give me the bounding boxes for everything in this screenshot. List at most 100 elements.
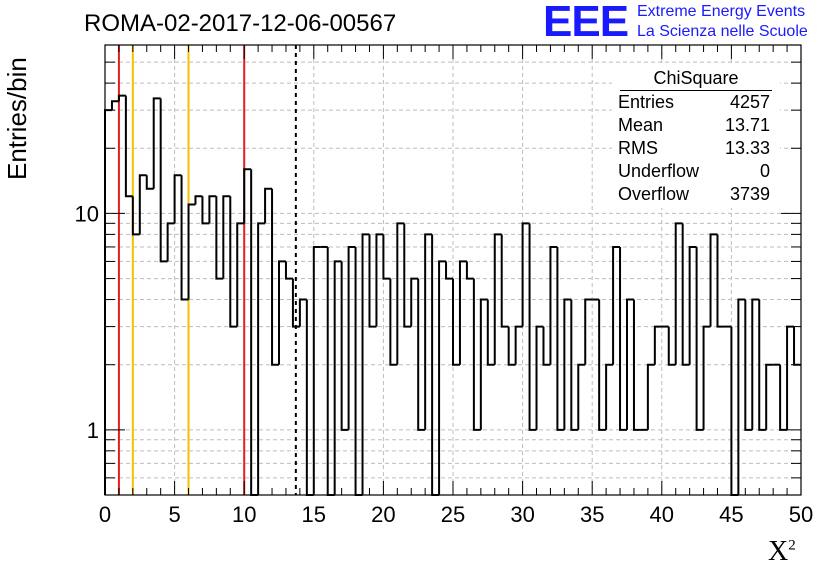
stats-key: Entries	[618, 92, 675, 112]
histogram-bin	[312, 245, 321, 495]
stats-title: ChiSquare	[653, 68, 739, 88]
stats-box: ChiSquare Entries 4257 Mean 13.71 RMS 13…	[612, 66, 780, 208]
histogram-bin	[570, 299, 579, 431]
histogram-bin	[110, 100, 119, 111]
histogram-bin	[278, 260, 286, 365]
histogram-bin	[250, 169, 259, 496]
histogram-bin	[361, 233, 370, 495]
x-tick-label: 25	[441, 502, 465, 527]
histogram-bin	[173, 174, 182, 224]
stats-row-rms: RMS 13.33	[618, 138, 770, 161]
stats-value: 0	[759, 161, 770, 181]
histogram-bin	[667, 326, 676, 366]
histogram-bin	[730, 326, 739, 496]
histogram-bin	[382, 234, 391, 280]
histogram-bin	[243, 168, 252, 224]
histogram-bin	[465, 261, 474, 280]
histogram-bin	[744, 299, 753, 431]
histogram-bin	[514, 325, 523, 365]
stats-value: 3739	[729, 184, 770, 204]
histogram-bin	[138, 174, 147, 235]
histogram-bin	[626, 298, 634, 430]
histogram-bin	[208, 195, 217, 224]
histogram-bin	[166, 222, 175, 262]
histogram-bin	[452, 278, 460, 366]
histogram-bin	[291, 278, 300, 328]
histogram-bin	[417, 278, 426, 431]
stats-row-entries: Entries 4257	[618, 92, 770, 115]
logo-line-2: La Scienza nelle Scuole	[637, 23, 808, 40]
histogram-bin	[187, 203, 196, 300]
histogram-bin	[542, 326, 551, 366]
histogram-bin	[271, 188, 279, 366]
eee-logo: EEE	[543, 0, 629, 46]
histogram-bin	[145, 175, 154, 190]
histogram-bin	[493, 233, 502, 365]
stats-value: 13.71	[724, 115, 770, 135]
stats-key: Underflow	[618, 161, 700, 181]
histogram-bin	[298, 298, 307, 327]
histogram-bin	[688, 245, 697, 365]
histogram-bin	[632, 299, 641, 431]
histogram-bin	[410, 277, 419, 327]
histogram-bin	[375, 233, 384, 327]
histogram-bin	[695, 246, 704, 431]
histogram-bin	[257, 222, 266, 495]
histogram-bin	[549, 245, 558, 365]
x-tick-label: 40	[650, 502, 674, 527]
histogram-bin	[131, 196, 140, 236]
histogram-bin	[674, 222, 683, 365]
stats-key: Overflow	[618, 184, 690, 204]
histogram-bin	[117, 94, 126, 102]
histogram-bin	[758, 299, 767, 431]
y-tick-label: 1	[87, 418, 99, 443]
histogram-bin	[786, 325, 795, 430]
histogram-bin	[333, 260, 342, 495]
run-title: ROMA-02-2017-12-06-00567	[84, 10, 397, 37]
histogram-bin	[500, 234, 509, 328]
x-tick-label: 15	[302, 502, 326, 527]
x-tick-label: 0	[99, 502, 111, 527]
histogram-bin	[605, 363, 614, 430]
histogram-bin	[598, 299, 607, 431]
stats-row-mean: Mean 13.71	[618, 115, 770, 138]
histogram-bin	[702, 325, 711, 430]
histogram-bin	[577, 363, 586, 430]
x-tick-label: 10	[232, 502, 256, 527]
histogram-bin	[215, 196, 224, 280]
logo-line-1: Extreme Energy Events	[637, 3, 806, 20]
x-tick-label: 30	[510, 502, 534, 527]
histogram-bin	[584, 298, 593, 365]
stats-key: Mean	[618, 115, 664, 135]
histogram-bin	[159, 98, 168, 263]
histogram-bin	[424, 233, 433, 430]
histogram-bin	[556, 246, 565, 431]
histogram-bin	[751, 298, 760, 430]
x-axis-label: X2	[768, 536, 796, 568]
histogram-bin	[326, 246, 335, 496]
histogram-bin	[737, 298, 746, 495]
histogram-bin	[222, 195, 231, 279]
histogram-bin	[681, 223, 690, 366]
x-tick-label: 45	[719, 502, 743, 527]
histogram-bin	[458, 260, 467, 365]
x-axis-label-sup: 2	[788, 537, 796, 554]
stats-key: RMS	[618, 138, 658, 158]
histogram-bin	[305, 299, 314, 496]
histogram-bin	[793, 326, 801, 366]
histogram-bin	[438, 260, 447, 495]
histogram-bin	[354, 246, 363, 496]
histogram-bin	[507, 326, 516, 366]
stats-value: 13.33	[724, 138, 770, 158]
histogram-bin	[646, 363, 655, 430]
histogram-bin	[765, 363, 774, 430]
y-tick-label: 10	[75, 201, 99, 226]
histogram-bin	[396, 222, 405, 365]
histogram-bin	[716, 234, 725, 328]
histogram-bin	[201, 196, 210, 225]
histogram-bin	[709, 233, 718, 327]
histogram-bin	[284, 261, 293, 280]
histogram-bin	[229, 196, 238, 328]
stats-row-overflow: Overflow 3739	[618, 184, 770, 207]
